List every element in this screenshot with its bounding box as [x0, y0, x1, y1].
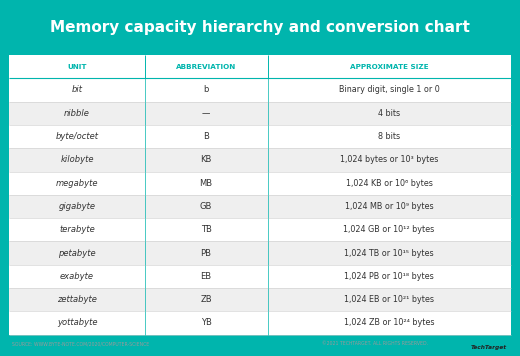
Text: megabyte: megabyte [56, 179, 98, 188]
Bar [9, 195, 511, 218]
Text: GB: GB [200, 202, 212, 211]
Text: 4 bits: 4 bits [378, 109, 400, 118]
Text: —: — [202, 109, 210, 118]
Text: TB: TB [201, 225, 212, 234]
Text: MB: MB [200, 179, 213, 188]
Text: 1,024 KB or 10⁶ bytes: 1,024 KB or 10⁶ bytes [346, 179, 433, 188]
Bar [0, 0, 520, 55]
Bar [9, 241, 511, 265]
Text: Binary digit, single 1 or 0: Binary digit, single 1 or 0 [339, 85, 439, 94]
Text: ABBREVIATION: ABBREVIATION [176, 64, 236, 70]
Text: yottabyte: yottabyte [57, 319, 97, 328]
Text: SOURCE: WWW.BYTE-NOTE.COM/2020/COMPUTER-SCIENCE: SOURCE: WWW.BYTE-NOTE.COM/2020/COMPUTER-… [12, 341, 149, 346]
Text: 1,024 EB or 10²¹ bytes: 1,024 EB or 10²¹ bytes [344, 295, 434, 304]
Text: B: B [203, 132, 209, 141]
Bar [9, 288, 511, 312]
Bar [9, 148, 511, 172]
Text: terabyte: terabyte [59, 225, 95, 234]
Text: b: b [203, 85, 209, 94]
Text: UNIT: UNIT [67, 64, 87, 70]
Bar [0, 55, 9, 335]
Text: Memory capacity hierarchy and conversion chart: Memory capacity hierarchy and conversion… [50, 20, 470, 35]
Text: zettabyte: zettabyte [57, 295, 97, 304]
Text: byte/octet: byte/octet [56, 132, 98, 141]
Bar [511, 55, 520, 335]
Text: PB: PB [201, 248, 212, 258]
Text: 1,024 GB or 10¹² bytes: 1,024 GB or 10¹² bytes [343, 225, 435, 234]
Text: YB: YB [201, 319, 212, 328]
Text: ©2021 TECHTARGET. ALL RIGHTS RESERVED.: ©2021 TECHTARGET. ALL RIGHTS RESERVED. [322, 341, 428, 346]
Bar [9, 312, 511, 335]
Bar [9, 55, 511, 78]
Text: 1,024 PB or 10¹⁸ bytes: 1,024 PB or 10¹⁸ bytes [344, 272, 434, 281]
Text: EB: EB [201, 272, 212, 281]
Bar [9, 101, 511, 125]
Text: bit: bit [72, 85, 83, 94]
Text: 8 bits: 8 bits [378, 132, 400, 141]
Text: APPROXIMATE SIZE: APPROXIMATE SIZE [350, 64, 428, 70]
Text: 1,024 TB or 10¹⁵ bytes: 1,024 TB or 10¹⁵ bytes [344, 248, 434, 258]
Text: 1,024 bytes or 10³ bytes: 1,024 bytes or 10³ bytes [340, 155, 438, 164]
Text: exabyte: exabyte [60, 272, 94, 281]
Bar [9, 265, 511, 288]
Bar [9, 218, 511, 241]
Bar [0, 55, 520, 335]
Text: TechTarget: TechTarget [471, 345, 507, 350]
Bar [9, 172, 511, 195]
Bar [9, 78, 511, 101]
Text: 1,024 MB or 10⁹ bytes: 1,024 MB or 10⁹ bytes [345, 202, 433, 211]
Text: kilobyte: kilobyte [60, 155, 94, 164]
Text: ZB: ZB [200, 295, 212, 304]
Text: petabyte: petabyte [58, 248, 96, 258]
Text: nibble: nibble [64, 109, 90, 118]
Bar [9, 125, 511, 148]
Text: KB: KB [200, 155, 212, 164]
Text: gigabyte: gigabyte [59, 202, 96, 211]
Text: 1,024 ZB or 10²⁴ bytes: 1,024 ZB or 10²⁴ bytes [344, 319, 434, 328]
